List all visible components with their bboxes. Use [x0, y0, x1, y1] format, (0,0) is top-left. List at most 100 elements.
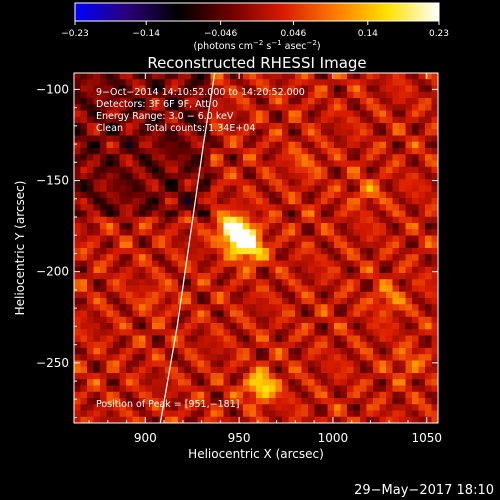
heatmap-cell — [119, 179, 127, 187]
heatmap-cell — [282, 191, 290, 199]
heatmap-cell — [230, 354, 238, 362]
heatmap-cell — [314, 241, 322, 249]
heatmap-cell — [373, 73, 381, 80]
heatmap-cell — [87, 310, 95, 318]
heatmap-cell — [379, 223, 387, 230]
heatmap-cell — [340, 216, 348, 224]
heatmap-cell — [340, 298, 348, 305]
heatmap-cell — [399, 160, 407, 168]
heatmap-cell — [334, 391, 342, 399]
heatmap-cell — [87, 185, 95, 193]
heatmap-cell — [74, 210, 82, 218]
heatmap-cell — [379, 348, 387, 355]
heatmap-cell — [373, 198, 381, 205]
heatmap-cell — [74, 248, 82, 255]
heatmap-cell — [243, 298, 251, 305]
heatmap-cell — [262, 385, 270, 393]
heatmap-cell — [74, 79, 82, 87]
heatmap-cell — [236, 185, 244, 193]
heatmap-cell — [321, 316, 329, 324]
heatmap-cell — [327, 260, 335, 268]
heatmap-cell — [321, 323, 329, 330]
heatmap-cell — [262, 241, 270, 249]
heatmap-cell — [399, 235, 407, 243]
heatmap-cell — [386, 154, 394, 162]
heatmap-cell — [353, 354, 361, 362]
heatmap-cell — [425, 235, 433, 243]
heatmap-cell — [327, 348, 335, 355]
heatmap-cell — [119, 129, 127, 137]
heatmap-cell — [275, 116, 283, 124]
heatmap-cell — [288, 373, 296, 380]
heatmap-cell — [327, 366, 335, 374]
heatmap-cell — [288, 148, 296, 155]
heatmap-cell — [145, 241, 153, 249]
x-tick-label: 950 — [228, 431, 251, 445]
heatmap-cell — [217, 416, 225, 423]
heatmap-cell — [197, 354, 205, 362]
heatmap-cell — [425, 154, 433, 162]
heatmap-cell — [373, 191, 381, 199]
heatmap-cell — [334, 148, 342, 155]
heatmap-cell — [431, 241, 438, 249]
heatmap-cell — [353, 410, 361, 418]
heatmap-cell — [269, 191, 277, 199]
heatmap-cell — [392, 304, 400, 312]
heatmap-cell — [249, 104, 257, 112]
heatmap-cell — [119, 116, 127, 124]
heatmap-cell — [236, 391, 244, 399]
heatmap-cell — [386, 416, 394, 423]
heatmap-cell — [308, 160, 316, 168]
heatmap-cell — [113, 335, 121, 343]
heatmap-cell — [347, 116, 355, 124]
heatmap-cell — [412, 291, 420, 299]
heatmap-cell — [145, 185, 153, 193]
heatmap-cell — [249, 266, 257, 274]
heatmap-cell — [210, 173, 218, 180]
heatmap-cell — [204, 335, 212, 343]
heatmap-cell — [152, 116, 160, 124]
heatmap-cell — [295, 204, 303, 212]
heatmap-cell — [314, 160, 322, 168]
heatmap-cell — [184, 129, 192, 137]
heatmap-cell — [301, 266, 309, 274]
heatmap-cell — [126, 141, 134, 149]
heatmap-cell — [113, 210, 121, 218]
heatmap-cell — [165, 191, 173, 199]
heatmap-cell — [288, 410, 296, 418]
heatmap-cell — [139, 316, 147, 324]
heatmap-cell — [87, 235, 95, 243]
heatmap-cell — [178, 179, 186, 187]
heatmap-cell — [308, 79, 316, 87]
heatmap-cell — [269, 410, 277, 418]
heatmap-cell — [308, 304, 316, 312]
heatmap-cell — [119, 185, 127, 193]
heatmap-cell — [295, 73, 303, 80]
heatmap-cell — [165, 329, 173, 337]
heatmap-cell — [236, 373, 244, 380]
heatmap-cell — [288, 179, 296, 187]
heatmap-cell — [301, 141, 309, 149]
heatmap-cell — [418, 360, 426, 368]
heatmap-cell — [288, 173, 296, 180]
heatmap-cell — [366, 366, 374, 374]
heatmap-cell — [132, 116, 140, 124]
heatmap-cell — [236, 179, 244, 187]
heatmap-cell — [236, 235, 244, 243]
heatmap-cell — [152, 360, 160, 368]
heatmap-cell — [431, 385, 438, 393]
heatmap-cell — [126, 273, 134, 280]
heatmap-cell — [126, 248, 134, 255]
heatmap-cell — [340, 223, 348, 230]
heatmap-cell — [308, 98, 316, 105]
heatmap-cell — [295, 123, 303, 130]
heatmap-cell — [165, 379, 173, 387]
heatmap-cell — [327, 285, 335, 293]
heatmap-cell — [399, 360, 407, 368]
heatmap-cell — [399, 148, 407, 155]
heatmap-cell — [223, 123, 231, 130]
heatmap-cell — [399, 285, 407, 293]
heatmap-cell — [217, 298, 225, 305]
heatmap-cell — [288, 366, 296, 374]
heatmap-cell — [262, 404, 270, 412]
